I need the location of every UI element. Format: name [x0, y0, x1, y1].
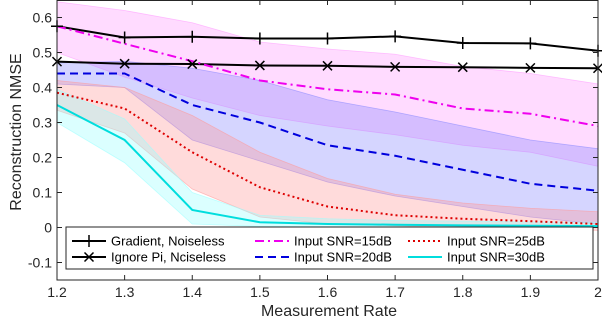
- legend-label-input-snr-25db: Input SNR=25dB: [447, 234, 545, 249]
- line-input-snr-25db: [56, 91, 599, 225]
- y-axis-title: Reconstruction NMSE: [8, 53, 25, 210]
- x-tick-label: 1.3: [115, 284, 135, 300]
- series-lines: [56, 25, 599, 228]
- legend-label-input-snr-20db: Input SNR=20dB: [294, 250, 392, 265]
- line-input-snr-20db: [57, 72, 599, 192]
- y-tick-label: 0.4: [33, 80, 53, 96]
- marker-gradient-noiseless-5: [389, 30, 402, 43]
- y-tick-label: 0.3: [33, 115, 53, 131]
- x-tick-label: 1.4: [183, 284, 203, 300]
- marker-gradient-noiseless-4: [321, 32, 334, 45]
- legend-label-input-snr-15db: Input SNR=15dB: [294, 234, 392, 249]
- y-tick-label: 0.2: [33, 150, 53, 166]
- legend-box: [65, 226, 594, 270]
- x-tick-label: 1.6: [318, 284, 338, 300]
- legend-marker-gradient-noiseless: [83, 235, 95, 247]
- marker-ignore-pi-nciseless-3: [254, 60, 265, 71]
- marker-ignore-pi-nciseless-7: [525, 62, 536, 73]
- legend-label-input-snr-30db: Input SNR=30dB: [447, 250, 545, 265]
- line-input-snr-30db: [56, 104, 599, 228]
- y-tick-label: -0.1: [28, 255, 52, 271]
- marker-gradient-noiseless-2: [186, 30, 199, 43]
- marker-gradient-noiseless-7: [524, 37, 537, 50]
- x-tick-label: 1.5: [250, 284, 270, 300]
- marker-gradient-noiseless-3: [253, 32, 266, 45]
- legend-marker-ignore-pi-nciseless: [83, 251, 95, 263]
- marker-ignore-pi-nciseless-1: [119, 58, 130, 69]
- x-tick-label: 1.7: [385, 284, 405, 300]
- y-tick-label: 0.1: [33, 185, 53, 201]
- marker-ignore-pi-nciseless-2: [187, 59, 198, 70]
- marker-ignore-pi-nciseless-4: [322, 60, 333, 71]
- marker-gradient-noiseless-6: [456, 37, 469, 50]
- x-tick-label: 1.9: [521, 284, 541, 300]
- line-input-snr-15db: [56, 25, 599, 127]
- marker-gradient-noiseless-1: [118, 31, 131, 44]
- x-axis-title: Measurement Rate: [261, 303, 397, 320]
- legend-label-gradient-noiseless: Gradient, Noiseless: [111, 234, 225, 249]
- x-tick-label: 1.2: [47, 284, 67, 300]
- legend-label-ignore-pi-nciseless: Ignore Pi, Nciseless: [111, 250, 226, 265]
- axes: 1.2 1.3 1.4 1.5 1.6 1.7 1.8 1.9 2 -0.1 0 0.1 0.2 0.3 0…: [28, 0, 602, 300]
- x-tick-label: 2: [594, 284, 602, 300]
- x-tick-label: 1.8: [453, 284, 473, 300]
- marker-gradient-noiseless-8: [592, 44, 602, 57]
- y-tick-label: 0.6: [33, 10, 53, 26]
- y-tick-label: 0: [44, 220, 52, 236]
- marker-ignore-pi-nciseless-6: [457, 62, 468, 73]
- marker-ignore-pi-nciseless-5: [390, 61, 401, 72]
- y-tick-label: 0.5: [33, 45, 53, 61]
- legend: Gradient, Noiseless Input SNR=15dB Input S…: [65, 226, 594, 270]
- confidence-bands: [56, 1, 599, 231]
